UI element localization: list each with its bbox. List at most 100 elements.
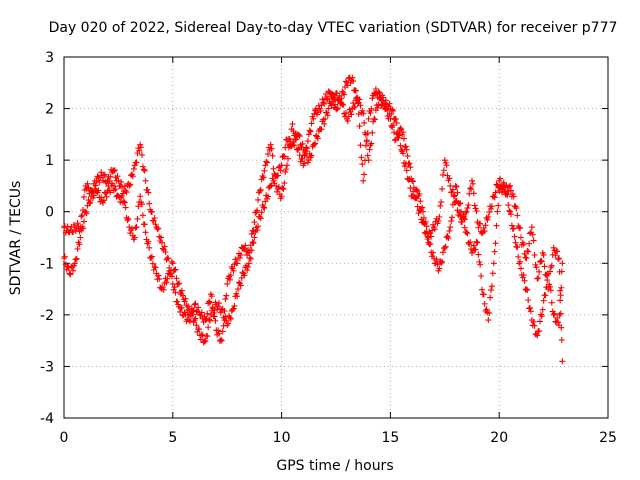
data-point-fill — [84, 180, 91, 187]
data-point-fill — [230, 305, 237, 312]
data-point-fill — [139, 212, 146, 219]
data-point-fill — [332, 101, 339, 108]
data-point-fill — [404, 153, 411, 160]
data-point — [517, 234, 524, 241]
data-point-fill — [303, 145, 310, 152]
data-point-fill — [382, 97, 389, 104]
data-point-fill — [225, 320, 232, 327]
data-point-fill — [79, 212, 86, 219]
data-point-fill — [357, 142, 364, 149]
data-point-fill — [195, 304, 202, 311]
data-point — [559, 260, 566, 267]
data-point-fill — [350, 78, 357, 85]
data-point — [120, 198, 127, 205]
data-point-fill — [364, 152, 371, 159]
data-point-fill — [96, 179, 103, 186]
data-point-fill — [160, 286, 167, 293]
data-point-fill — [123, 189, 130, 196]
data-point-fill — [197, 336, 204, 343]
data-point — [93, 177, 100, 184]
data-point-fill — [543, 271, 550, 278]
data-point-fill — [372, 85, 379, 92]
data-point-fill — [333, 90, 340, 97]
data-point-fill — [465, 202, 472, 209]
data-point-fill — [558, 324, 565, 331]
data-point-fill — [255, 196, 262, 203]
data-point-fill — [112, 186, 119, 193]
data-point-fill — [219, 328, 226, 335]
data-point-fill — [133, 159, 140, 166]
data-point-fill — [375, 88, 382, 95]
data-point-fill — [344, 117, 351, 124]
data-point-fill — [198, 309, 205, 316]
data-point-fill — [397, 125, 404, 132]
data-point-fill — [339, 88, 346, 95]
data-point-fill — [439, 185, 446, 192]
data-point-fill — [146, 244, 153, 251]
data-point-fill — [114, 173, 121, 180]
data-point-fill — [393, 119, 400, 126]
data-point-fill — [397, 142, 404, 149]
y-axis-label: SDTVAR / TECUs — [8, 181, 24, 296]
data-point — [273, 182, 280, 189]
data-point-fill — [527, 308, 534, 315]
data-point-fill — [122, 204, 129, 211]
data-point-fill — [400, 150, 407, 157]
data-point-fill — [546, 268, 553, 275]
data-point-fill — [475, 251, 482, 258]
data-point-fill — [497, 175, 504, 182]
data-point-fill — [130, 165, 137, 172]
y-axis: -4 -3 -2 -1 0 1 2 3 — [40, 50, 608, 427]
data-point-fill — [206, 299, 213, 306]
data-point-fill — [227, 315, 234, 322]
data-point-fill — [178, 304, 185, 311]
data-point-fill — [526, 240, 533, 247]
data-point-fill — [538, 313, 545, 320]
data-point-fill — [138, 201, 145, 208]
data-point-fill — [510, 193, 517, 200]
data-point — [463, 229, 470, 236]
data-point-fill — [206, 298, 213, 305]
data-point-fill — [439, 171, 446, 178]
data-point-fill — [286, 136, 293, 143]
data-point-fill — [235, 279, 242, 286]
data-point-fill — [368, 105, 375, 112]
data-point-fill — [513, 205, 520, 212]
data-point — [164, 275, 171, 282]
data-point-fill — [542, 292, 549, 299]
data-point-fill — [110, 168, 117, 175]
data-point-fill — [107, 189, 114, 196]
data-point-fill — [521, 250, 528, 257]
data-point-fill — [118, 178, 125, 185]
data-point-fill — [356, 123, 363, 130]
data-point-fill — [204, 310, 211, 317]
data-point-fill — [428, 233, 435, 240]
data-point-fill — [530, 237, 537, 244]
data-point-fill — [401, 163, 408, 170]
data-point-fill — [464, 205, 471, 212]
data-point — [142, 177, 149, 184]
data-point-fill — [141, 167, 148, 174]
data-point — [131, 234, 138, 241]
data-point-fill — [234, 293, 241, 300]
data-point-fill — [407, 164, 414, 171]
data-point-fill — [269, 152, 276, 159]
data-point-fill — [198, 331, 205, 338]
data-point-fill — [127, 181, 134, 188]
data-point-fill — [416, 190, 423, 197]
data-point-fill — [488, 203, 495, 210]
data-point-fill — [155, 272, 162, 279]
data-point-fill — [292, 130, 299, 137]
data-point-fill — [478, 286, 485, 293]
data-point-fill — [221, 308, 228, 315]
data-point-fill — [98, 194, 105, 201]
data-point — [61, 224, 67, 231]
data-point — [218, 337, 225, 344]
data-point-fill — [312, 140, 319, 147]
data-point-fill — [477, 261, 484, 268]
data-point — [523, 286, 530, 293]
data-point-fill — [146, 200, 153, 207]
data-point-fill — [340, 102, 347, 109]
data-point-fill — [334, 105, 341, 112]
data-point-fill — [100, 172, 107, 179]
